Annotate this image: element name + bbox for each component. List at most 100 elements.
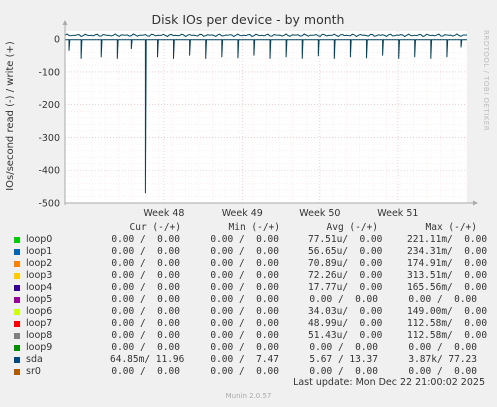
legend-value-min: 0.00 / 0.00 <box>210 306 279 317</box>
y-tick-label: 0 <box>54 35 60 46</box>
side-watermark-text: RRDTOOL / TOBI OETIKER <box>482 30 490 131</box>
y-axis-label: IOs/second read (-) / write (+) <box>5 41 16 191</box>
legend-header-cur: Cur (-/+) <box>129 222 181 233</box>
legend-value-cur: 0.00 / 0.00 <box>111 294 180 305</box>
legend-swatch <box>14 297 20 303</box>
x-tick-label: Week 49 <box>222 208 263 219</box>
series-line-sda-read <box>65 39 467 194</box>
legend-value-max: 149.00m/ 0.00 <box>407 306 488 317</box>
legend-value-cur: 0.00 / 0.00 <box>111 234 180 245</box>
x-tick-label: Week 51 <box>377 208 418 219</box>
legend-swatch <box>14 345 20 351</box>
legend-value-avg: 5.67 / 13.37 <box>309 354 378 365</box>
legend-row-loop3: loop3 0.00 / 0.00 0.00 / 0.00 72.26u/ 0.00 3… <box>0 270 497 282</box>
legend-value-min: 0.00 / 0.00 <box>210 366 279 377</box>
legend-value-avg: 34.03u/ 0.00 <box>308 306 383 317</box>
legend-row-loop7: loop7 0.00 / 0.00 0.00 / 0.00 48.99u/ 0.00 1… <box>0 318 497 330</box>
legend-value-avg: 0.00 / 0.00 <box>309 366 378 377</box>
legend-label: loop0 <box>26 234 53 245</box>
legend-value-max: 165.56m/ 0.00 <box>407 282 488 293</box>
legend-value-cur: 0.00 / 0.00 <box>111 366 180 377</box>
legend-label: loop2 <box>26 258 53 269</box>
legend-value-max: 112.58m/ 0.00 <box>407 318 488 329</box>
legend-label: loop8 <box>26 330 53 341</box>
legend-swatch <box>14 369 20 375</box>
legend-value-cur: 0.00 / 0.00 <box>111 306 180 317</box>
legend-row-loop1: loop1 0.00 / 0.00 0.00 / 0.00 56.65u/ 0.00 2… <box>0 246 497 258</box>
legend-row-sr0: sr0 0.00 / 0.00 0.00 / 0.00 0.00 / 0.00 0.00… <box>0 366 497 378</box>
legend-value-avg: 0.00 / 0.00 <box>309 342 378 353</box>
series-line-sda-write <box>64 33 468 38</box>
legend-header-min: Min (-/+) <box>228 222 280 233</box>
legend-swatch <box>14 249 20 255</box>
x-axis-arrow <box>473 200 478 206</box>
legend-value-min: 0.00 / 0.00 <box>210 246 279 257</box>
legend-value-avg: 56.65u/ 0.00 <box>308 246 383 257</box>
legend-value-cur: 0.00 / 0.00 <box>111 342 180 353</box>
legend-value-cur: 0.00 / 0.00 <box>111 258 180 269</box>
legend-value-cur: 64.85m/ 11.96 <box>110 354 185 365</box>
legend-row-loop8: loop8 0.00 / 0.00 0.00 / 0.00 51.43u/ 0.00 1… <box>0 330 497 342</box>
legend-swatch <box>14 321 20 327</box>
y-axis-arrow <box>62 20 68 25</box>
x-tick-label: Week 50 <box>299 208 340 219</box>
legend-value-min: 0.00 / 7.47 <box>210 354 279 365</box>
plot-area: Week 48 Week 49 Week 50 Week 51 0 -100 -200 -30… <box>38 20 478 219</box>
legend-header-max: Max (-/+) <box>425 222 477 233</box>
legend-value-max: 3.87k/ 77.23 <box>408 354 477 365</box>
legend-row-loop9: loop9 0.00 / 0.00 0.00 / 0.00 0.00 / 0.00 0.… <box>0 342 497 354</box>
legend-value-cur: 0.00 / 0.00 <box>111 282 180 293</box>
y-tick-label: -100 <box>38 67 60 78</box>
legend-row-loop6: loop6 0.00 / 0.00 0.00 / 0.00 34.03u/ 0.00 1… <box>0 306 497 318</box>
legend-swatch <box>14 261 20 267</box>
legend-value-avg: 70.89u/ 0.00 <box>308 258 383 269</box>
legend-value-cur: 0.00 / 0.00 <box>111 246 180 257</box>
legend-label: loop1 <box>26 246 53 257</box>
legend-value-max: 221.11m/ 0.00 <box>407 234 488 245</box>
legend-row-loop0: loop0 0.00 / 0.00 0.00 / 0.00 77.51u/ 0.00 2… <box>0 234 497 246</box>
legend-value-max: 313.51m/ 0.00 <box>407 270 488 281</box>
legend-value-min: 0.00 / 0.00 <box>210 234 279 245</box>
legend-label: loop6 <box>26 306 53 317</box>
legend-row-loop5: loop5 0.00 / 0.00 0.00 / 0.00 0.00 / 0.00 0.… <box>0 294 497 306</box>
last-update: Last update: Mon Dec 22 21:00:02 2025 <box>293 377 485 388</box>
legend-value-min: 0.00 / 0.00 <box>210 330 279 341</box>
y-tick-label: -300 <box>38 133 60 144</box>
legend-value-avg: 77.51u/ 0.00 <box>308 234 383 245</box>
x-tick-label: Week 48 <box>143 208 184 219</box>
legend-swatch <box>14 273 20 279</box>
legend-row-sda: sda 64.85m/ 11.96 0.00 / 7.47 5.67 / 13.37 3… <box>0 354 497 366</box>
legend-value-min: 0.00 / 0.00 <box>210 294 279 305</box>
y-tick-label: -500 <box>38 199 60 210</box>
legend-label: sda <box>26 354 43 365</box>
legend-value-min: 0.00 / 0.00 <box>210 318 279 329</box>
legend-value-avg: 51.43u/ 0.00 <box>308 330 383 341</box>
legend-row-loop4: loop4 0.00 / 0.00 0.00 / 0.00 17.77u/ 0.00 1… <box>0 282 497 294</box>
legend-value-avg: 48.99u/ 0.00 <box>308 318 383 329</box>
legend-swatch <box>14 237 20 243</box>
plot-background <box>65 31 467 203</box>
legend-value-min: 0.00 / 0.00 <box>210 282 279 293</box>
legend-value-cur: 0.00 / 0.00 <box>111 270 180 281</box>
legend-row-loop2: loop2 0.00 / 0.00 0.00 / 0.00 70.89u/ 0.00 1… <box>0 258 497 270</box>
legend-label: loop9 <box>26 342 53 353</box>
legend-swatch <box>14 357 20 363</box>
legend-swatch <box>14 333 20 339</box>
legend-value-cur: 0.00 / 0.00 <box>111 318 180 329</box>
legend-label: loop4 <box>26 282 53 293</box>
legend-swatch <box>14 309 20 315</box>
legend-value-cur: 0.00 / 0.00 <box>111 330 180 341</box>
legend-label: sr0 <box>26 366 41 377</box>
legend-label: loop5 <box>26 294 53 305</box>
legend-value-avg: 0.00 / 0.00 <box>309 294 378 305</box>
y-tick-label: -400 <box>38 166 60 177</box>
legend-value-max: 112.58m/ 0.00 <box>407 330 488 341</box>
legend-value-max: 0.00 / 0.00 <box>408 294 477 305</box>
legend-value-min: 0.00 / 0.00 <box>210 342 279 353</box>
legend-value-max: 0.00 / 0.00 <box>408 342 477 353</box>
legend-value-max: 174.91m/ 0.00 <box>407 258 488 269</box>
legend-value-min: 0.00 / 0.00 <box>210 258 279 269</box>
legend-header-avg: Avg (-/+) <box>326 222 378 233</box>
legend-value-avg: 72.26u/ 0.00 <box>308 270 383 281</box>
